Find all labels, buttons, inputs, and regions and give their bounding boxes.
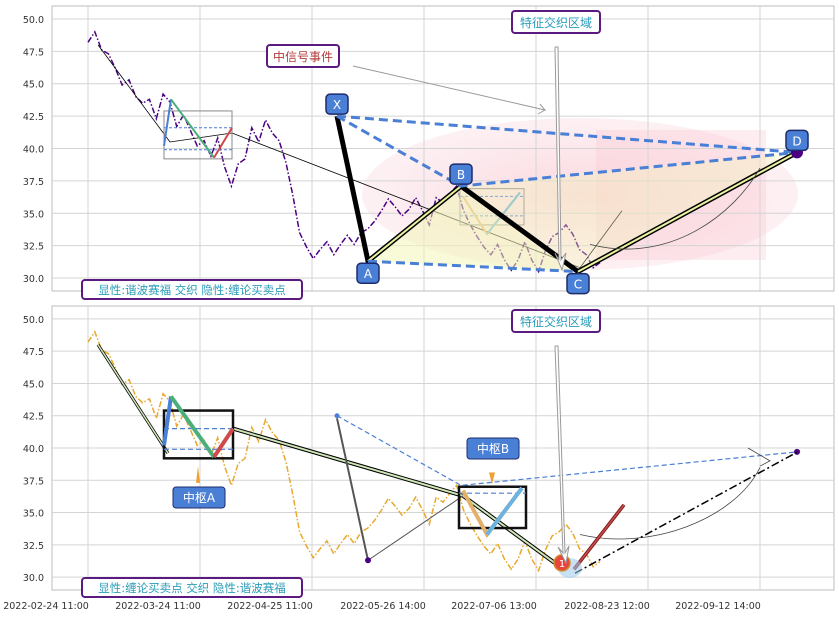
stroke-segment [163, 99, 172, 147]
chanlun-stroke [367, 495, 464, 561]
x-tick-label: 2022-05-26 14:00 [340, 601, 426, 612]
harmonic-leg [367, 185, 462, 262]
pivot-box-top-1 [163, 110, 233, 160]
harmonic-dash [336, 114, 798, 154]
pivot-stroke [162, 396, 173, 446]
y-tick-label: 35.0 [23, 209, 44, 220]
annotation-box [511, 309, 601, 333]
stroke-segment [170, 98, 215, 159]
y-tick-label: 50.0 [23, 315, 44, 326]
pivot-stroke [485, 486, 524, 536]
pivot-label-box [172, 486, 226, 509]
point-label: D [792, 134, 801, 148]
annotation-text: 特征交织区域 [520, 15, 592, 30]
harmonic-leg [577, 151, 798, 273]
y-tick-label: 37.5 [23, 476, 44, 487]
point-label-box [356, 262, 380, 284]
x-tick-label: 2022-04-25 11:00 [227, 601, 313, 612]
pivot-dot [365, 557, 371, 564]
caption-box [81, 279, 303, 300]
y-tick-label: 45.0 [23, 379, 44, 390]
y-tick-label: 40.0 [23, 145, 44, 156]
x-tick-label: 2022-02-24 11:00 [3, 601, 89, 612]
buy-point-label: 1 [559, 559, 565, 570]
harmonic-dash [367, 259, 579, 274]
annotation-arrow [352, 65, 547, 115]
price-line-bottom [87, 330, 601, 573]
pivot-label: 中枢B [477, 441, 509, 456]
point-label-box [325, 93, 349, 115]
annotation-arrow [554, 46, 567, 272]
point-label: C [574, 278, 582, 292]
panel-caption: 显性:缠论买卖点 交织 隐性:谐波赛福 [98, 581, 286, 595]
point-label: X [333, 98, 341, 112]
point-dot [334, 413, 340, 419]
y-tick-label: 32.5 [23, 242, 44, 253]
arc-annotation [579, 467, 761, 540]
pivot-stroke [169, 395, 216, 459]
y-tick-label: 45.0 [23, 80, 44, 91]
y-tick-label: 35.0 [23, 509, 44, 520]
panel-caption: 显性:谐波赛福 交织 隐性:缠论买卖点 [98, 283, 286, 297]
y-tick-label: 32.5 [23, 541, 44, 552]
annotation-arrow [554, 345, 570, 565]
point-label-box [449, 163, 473, 185]
harmonic-fill [368, 186, 578, 272]
y-tick-label: 30.0 [23, 274, 44, 285]
pivot-label-box [466, 437, 520, 460]
pivot-stroke [212, 427, 235, 459]
y-tick-label: 30.0 [23, 573, 44, 584]
y-tick-label: 42.5 [23, 112, 44, 123]
chanlun-stroke [336, 418, 369, 561]
x-tick-label: 2022-09-12 14:00 [675, 601, 761, 612]
annotation-box [511, 10, 601, 34]
point-label-box [566, 272, 590, 295]
y-tick-label: 42.5 [23, 412, 44, 423]
signal-stroke [573, 504, 625, 570]
chanlun-stroke [97, 344, 169, 454]
stroke-segment [213, 127, 233, 159]
annotation-box [266, 44, 340, 68]
y-tick-label: 47.5 [23, 47, 44, 58]
annotation-text: 中信号事件 [273, 49, 333, 64]
pivot-arrow [196, 466, 200, 483]
arc-annotation [589, 167, 761, 250]
projection-line [574, 449, 801, 574]
pivot-arrow [489, 472, 495, 485]
annotation-text: 特征交织区域 [520, 314, 592, 329]
y-tick-label: 50.0 [23, 15, 44, 26]
pivot-label: 中枢A [183, 490, 216, 505]
point-label-box [785, 129, 809, 152]
harmonic-fill [461, 152, 797, 272]
point-label: B [457, 168, 465, 182]
x-tick-label: 2022-08-23 12:00 [564, 601, 650, 612]
harmonic-dash [336, 114, 798, 188]
caption-box [81, 577, 303, 598]
point-label: A [364, 267, 373, 281]
x-tick-label: 2022-07-06 13:00 [451, 601, 537, 612]
y-tick-label: 40.0 [23, 444, 44, 455]
y-tick-label: 47.5 [23, 347, 44, 358]
x-tick-label: 2022-03-24 11:00 [115, 601, 201, 612]
y-tick-label: 37.5 [23, 177, 44, 188]
arc-annotation [747, 447, 771, 467]
